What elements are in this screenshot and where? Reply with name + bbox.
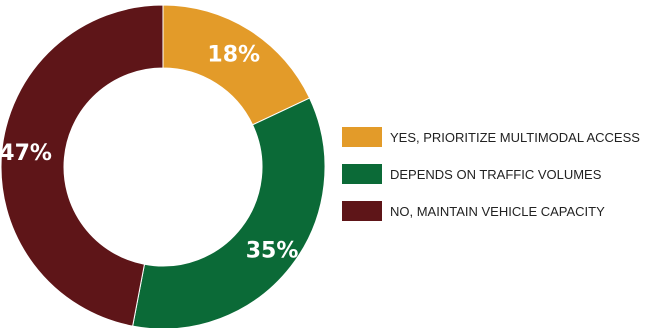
- slice-label-yes: 18%: [207, 43, 260, 68]
- legend-swatch-depends: [342, 164, 382, 184]
- legend-item-no: NO, MAINTAIN VEHICLE CAPACITY: [342, 201, 640, 221]
- slice-no: [0, 4, 164, 327]
- legend: YES, PRIORITIZE MULTIMODAL ACCESS DEPEND…: [342, 127, 640, 238]
- legend-label-yes: YES, PRIORITIZE MULTIMODAL ACCESS: [390, 129, 640, 145]
- slice-label-depends: 35%: [246, 239, 299, 264]
- legend-swatch-yes: [342, 127, 382, 147]
- slice-label-no: 47%: [0, 141, 52, 166]
- legend-label-no: NO, MAINTAIN VEHICLE CAPACITY: [390, 203, 605, 219]
- slice-depends: [132, 97, 326, 328]
- legend-item-yes: YES, PRIORITIZE MULTIMODAL ACCESS: [342, 127, 640, 147]
- donut-chart: 18% 35% 47%: [0, 4, 326, 328]
- legend-item-depends: DEPENDS ON TRAFFIC VOLUMES: [342, 164, 640, 184]
- legend-label-depends: DEPENDS ON TRAFFIC VOLUMES: [390, 166, 602, 182]
- legend-swatch-no: [342, 201, 382, 221]
